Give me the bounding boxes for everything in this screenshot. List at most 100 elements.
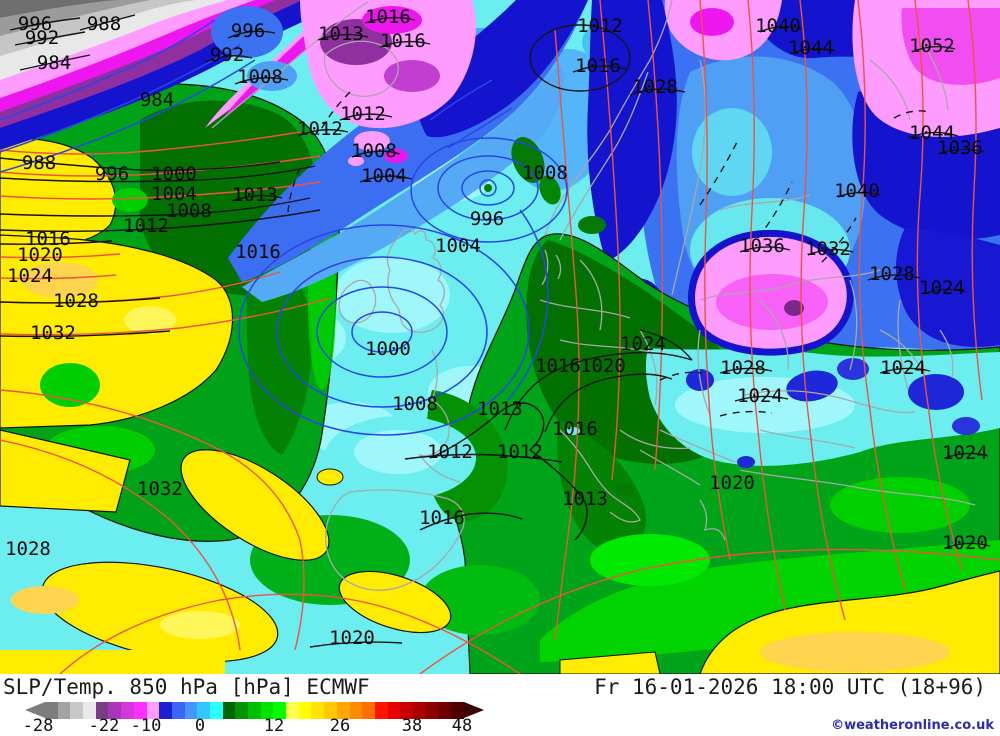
pressure-label: 1004 [151, 183, 197, 205]
isotherm-red-layer [0, 0, 1000, 674]
pressure-label: 1028 [869, 263, 915, 285]
pressure-label: 1024 [880, 357, 926, 379]
pressure-label: 1044 [788, 37, 834, 59]
pressure-label: 1016 [25, 228, 71, 250]
legend-color-segment [95, 702, 109, 719]
pressure-label: 1052 [909, 35, 955, 57]
legend-color-segment [451, 702, 464, 719]
legend-color-segment [438, 702, 451, 719]
pressure-label: 1013 [562, 488, 608, 510]
legend-color-segment [121, 702, 134, 719]
pressure-label: 1000 [365, 338, 411, 360]
legend-tick-label: 26 [329, 716, 351, 736]
isobar-blue-layer [0, 19, 568, 436]
pressure-label: 1024 [942, 442, 988, 464]
isobar-black-layer [0, 14, 991, 648]
pressure-label: 996 [470, 208, 504, 230]
pressure-label: 1024 [919, 277, 965, 299]
legend-color-segment [336, 702, 350, 719]
pressure-label: 1013 [477, 398, 523, 420]
legend-tick-label: -28 [22, 716, 54, 736]
legend-color-segment [171, 702, 185, 719]
pressure-label: 1013 [318, 23, 364, 45]
legend-ticks: -28 -22 -10 0 12 26 38 48 [22, 716, 495, 736]
legend-tick-label: 38 [401, 716, 423, 736]
pressure-label: 1024 [737, 385, 783, 407]
pressure-label: 1040 [755, 15, 801, 37]
pressure-label: 1044 [909, 122, 955, 144]
legend-color-segment [184, 702, 198, 719]
pressure-label: 1020 [709, 472, 755, 494]
pressure-label: 1004 [435, 235, 481, 257]
legend-colorbar [25, 702, 484, 719]
coastline-layer [211, 0, 976, 591]
pressure-label: 1016 [419, 507, 465, 529]
map-datetime: Fr 16-01-2026 18:00 UTC (18+96) [594, 675, 986, 699]
legend-color-segment [159, 702, 172, 719]
pressure-label: 1032 [137, 478, 183, 500]
legend-color-segment [425, 702, 439, 719]
pressure-label: 996 [95, 163, 129, 185]
pressure-label: 1016 [235, 241, 281, 263]
pressure-label: 1016 [380, 30, 426, 52]
copyright-text: ©weatheronline.co.uk [831, 718, 994, 733]
legend-color-segment [260, 702, 274, 719]
legend-color-segment [197, 702, 210, 719]
weather-map: 996 992 988 984 996 992 1008 1012 984 988 996 1000 1… [0, 0, 1000, 674]
legend-color-segment [311, 702, 325, 719]
pressure-label: 1020 [580, 355, 626, 377]
pressure-label: 1020 [329, 627, 375, 649]
pressure-label: 988 [22, 152, 56, 174]
legend-color-segment [286, 702, 299, 719]
pressure-label: 1008 [522, 162, 568, 184]
pressure-label: 984 [140, 89, 174, 111]
pressure-label: 984 [37, 52, 71, 74]
legend-tick-label: 0 [194, 716, 206, 736]
pressure-label: 992 [210, 44, 244, 66]
legend-color-segment [349, 702, 363, 719]
pressure-label: 1016 [552, 418, 598, 440]
legend-color-segment [374, 702, 388, 719]
pressure-label: 1028 [5, 538, 51, 560]
pressure-label: 1028 [720, 357, 766, 379]
pressure-label: 1008 [166, 200, 212, 222]
legend-color-segment [235, 702, 248, 719]
pressure-label: 1004 [361, 165, 407, 187]
pressure-label: 1012 [577, 15, 623, 37]
legend-colorbar-segments [45, 702, 464, 719]
legend-color-segment [45, 702, 58, 719]
legend-tick-label: 12 [263, 716, 285, 736]
legend-color-segment [209, 702, 223, 719]
pressure-label: 988 [87, 13, 121, 35]
pressure-label: 992 [25, 27, 59, 49]
legend-color-segment [387, 702, 401, 719]
pressure-label: 1012 [123, 215, 169, 237]
caption-area: SLP/Temp. 850 hPa [hPa] ECMWF Fr 16-01-2… [0, 674, 1000, 736]
pressure-label: 1024 [7, 265, 53, 287]
pressure-label: 1016 [575, 55, 621, 77]
pressure-label: 1016 [365, 6, 411, 28]
legend-color-segment [146, 702, 160, 719]
legend-color-segment [222, 702, 236, 719]
legend-tick-label: -10 [130, 716, 162, 736]
legend-tick-label: -22 [88, 716, 120, 736]
legend-tick-label: 48 [451, 716, 473, 736]
legend-color-segment [324, 702, 337, 719]
pressure-label: 1020 [942, 532, 988, 554]
legend-color-segment [400, 702, 413, 719]
pressure-label: 1008 [392, 393, 438, 415]
legend-color-segment [133, 702, 147, 719]
low-center-dot [484, 184, 492, 192]
pressure-label: 1024 [620, 333, 666, 355]
legend-arrow-right-icon [463, 702, 484, 718]
legend-color-segment [83, 702, 96, 719]
pressure-label: 1040 [834, 180, 880, 202]
pressure-label: 1028 [53, 290, 99, 312]
legend-color-segment [70, 702, 84, 719]
pressure-label: 1020 [17, 244, 63, 266]
pressure-label: 1013 [232, 184, 278, 206]
pressure-label: 1008 [351, 140, 397, 162]
pressure-label: 1028 [632, 76, 678, 98]
legend-color-segment [57, 702, 71, 719]
